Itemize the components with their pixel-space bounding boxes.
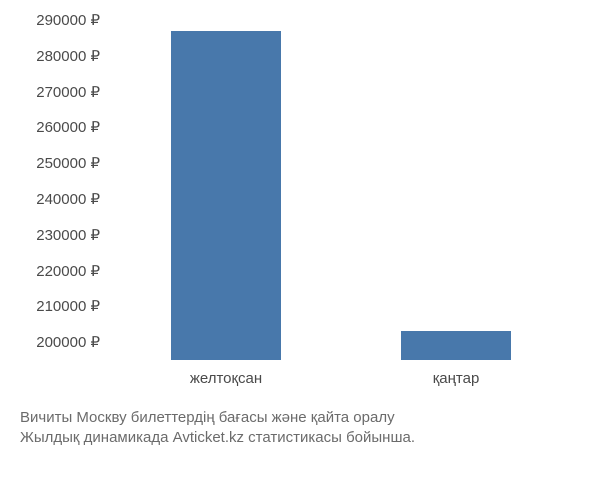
- x-axis-label: желтоқсан: [190, 370, 262, 387]
- bar: [401, 331, 511, 360]
- caption-line-2: Жылдық динамикада Avticket.kz статистика…: [20, 428, 415, 448]
- x-axis-label: қаңтар: [433, 370, 480, 387]
- y-axis-tick-label: 230000 ₽: [36, 226, 100, 244]
- y-axis-tick-label: 260000 ₽: [36, 118, 100, 136]
- y-axis-tick-label: 200000 ₽: [36, 333, 100, 351]
- y-axis-tick-label: 250000 ₽: [36, 154, 100, 172]
- chart-caption: Вичиты Москву билеттердің бағасы және қа…: [20, 408, 415, 449]
- price-bar-chart: желтоқсанқаңтар 200000 ₽210000 ₽220000 ₽…: [0, 0, 600, 430]
- plot-area: желтоқсанқаңтар: [110, 20, 570, 360]
- y-axis-tick-label: 290000 ₽: [36, 11, 100, 29]
- bar: [171, 31, 281, 360]
- y-axis-tick-label: 210000 ₽: [36, 297, 100, 315]
- y-axis-tick-label: 280000 ₽: [36, 47, 100, 65]
- y-axis-tick-label: 270000 ₽: [36, 83, 100, 101]
- y-axis-tick-label: 220000 ₽: [36, 262, 100, 280]
- caption-line-1: Вичиты Москву билеттердің бағасы және қа…: [20, 408, 415, 428]
- y-axis-tick-label: 240000 ₽: [36, 190, 100, 208]
